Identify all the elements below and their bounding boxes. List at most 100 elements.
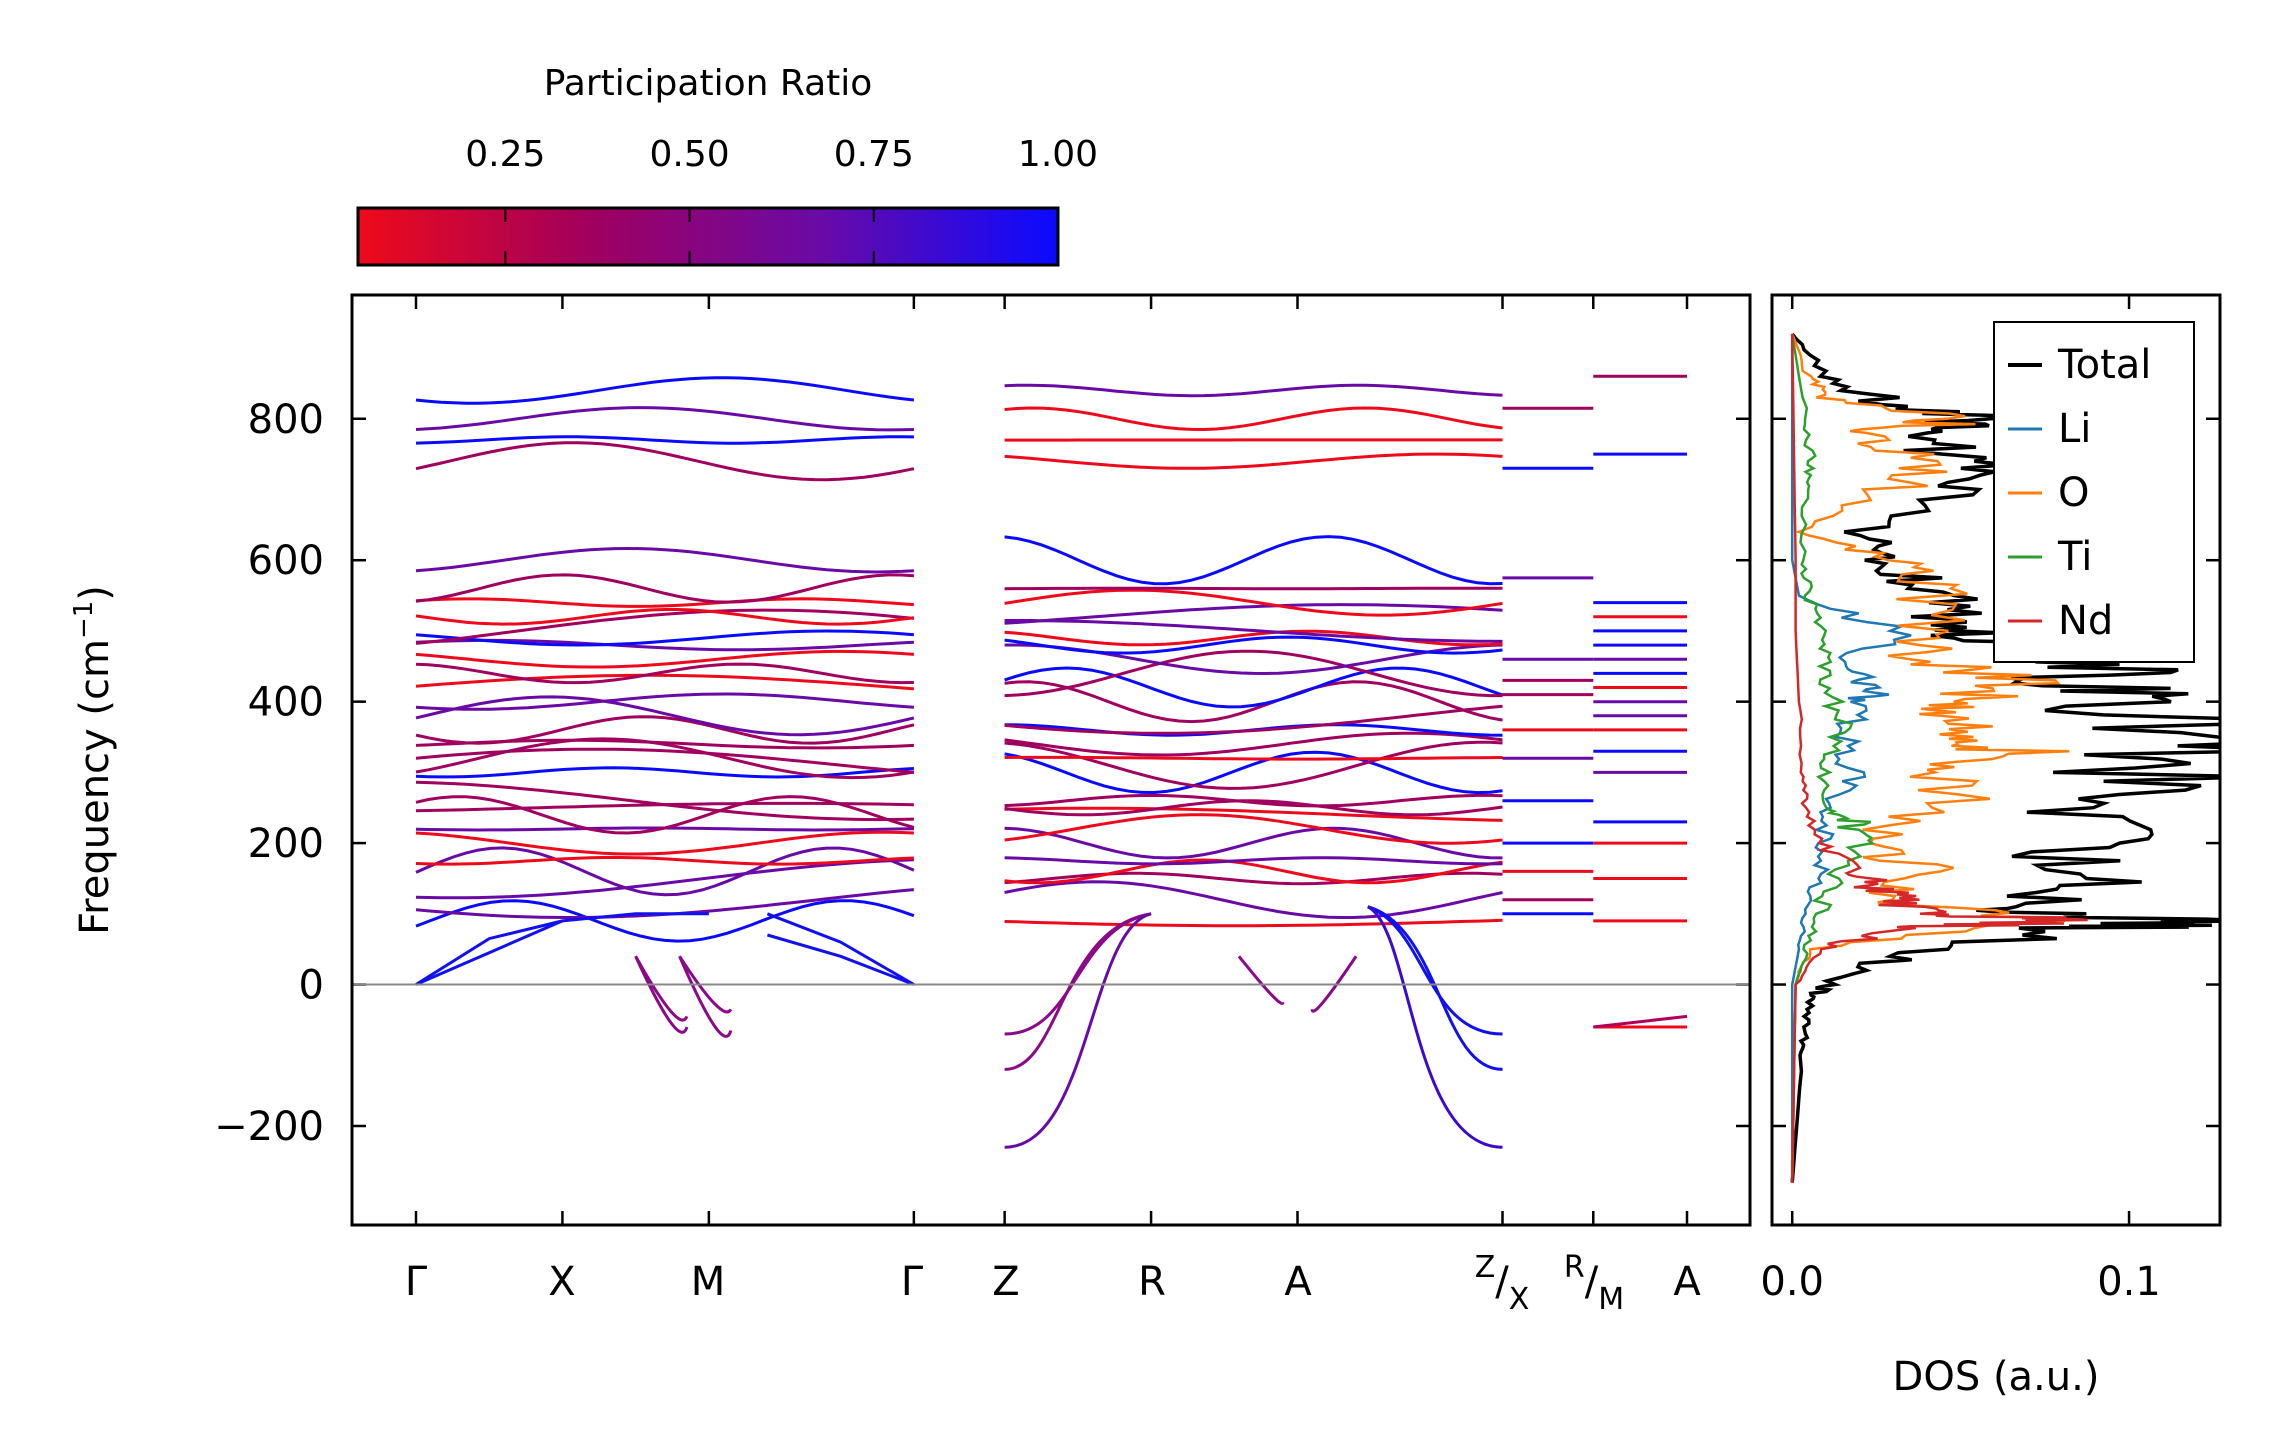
phonon-band	[1004, 755, 1503, 761]
phonon-band	[1004, 793, 1503, 808]
phonon-band	[1004, 629, 1503, 647]
phonon-band	[1004, 731, 1503, 757]
dos-curve-li	[1790, 333, 1912, 1183]
phonon-band	[415, 899, 915, 943]
phonon-band	[1004, 406, 1503, 432]
band-axes: −200 0 200 400 600 800	[214, 295, 1750, 1225]
colorbar-tick-label: 1.00	[1018, 134, 1098, 175]
phonon-band	[415, 673, 915, 691]
phonon-band	[1004, 918, 1503, 928]
phonon-band	[415, 629, 915, 647]
colorbar-title: Participation Ratio	[544, 63, 873, 104]
y-tick-label: −200	[214, 1104, 324, 1150]
phonon-band	[1004, 649, 1503, 698]
colorbar-gradient	[356, 206, 1060, 267]
phonon-band	[415, 608, 915, 626]
kpoint-label-a: A	[1284, 1259, 1312, 1305]
band-frame	[350, 293, 1752, 1227]
imaginary-mode	[1004, 912, 1152, 1036]
y-tick-label: 400	[248, 680, 324, 726]
dos-curve-ti	[1790, 333, 1876, 1183]
phonon-band	[1004, 856, 1503, 866]
dos-x-axis-title: DOS (a.u.)	[1893, 1354, 2100, 1400]
phonon-band	[415, 858, 914, 900]
imaginary-mode	[678, 955, 733, 1038]
acoustic-band	[766, 933, 915, 986]
dos-x-tick-label: 0.1	[2097, 1259, 2161, 1305]
phonon-band	[1004, 680, 1503, 724]
phonon-band	[1004, 871, 1503, 886]
y-axis-title: Frequency (cm−1)	[69, 585, 118, 935]
legend-label: Total	[2057, 342, 2151, 388]
phonon-band	[1004, 383, 1503, 398]
y-tick-label: 0	[299, 963, 324, 1009]
dos-panel: 0.0 0.1 DOS (a.u.) Total Li O Ti Nd	[1760, 293, 2222, 1400]
phonon-band	[415, 608, 915, 645]
kpoint-label-z: Z	[992, 1259, 1019, 1305]
legend-label: Ti	[2057, 534, 2092, 580]
phonon-band	[415, 795, 915, 835]
kpoint-label-x: X	[548, 1259, 575, 1305]
imaginary-mode	[1593, 1014, 1688, 1029]
colorbar: Participation Ratio 0.25 0.50 0.75 1.00	[356, 63, 1098, 267]
legend-label: O	[2058, 470, 2089, 516]
kpath-labels: Γ X M Γ Z R A Z/X R/M A	[405, 1250, 1701, 1317]
phonon-band	[1004, 635, 1503, 655]
colorbar-tick-label: 0.75	[834, 134, 914, 175]
dos-curve-o	[1790, 333, 2070, 1183]
imaginary-mode	[634, 955, 689, 1034]
dos-curve-total	[1790, 332, 2220, 1183]
band-structure-panel: −200 0 200 400 600 800 Frequency (cm−1) Γ X M…	[69, 293, 1752, 1317]
phonon-band	[415, 855, 914, 866]
phonon-band	[415, 546, 914, 574]
phonon-band	[1004, 704, 1503, 735]
imaginary-mode	[634, 955, 689, 1022]
imaginary-mode	[678, 955, 733, 1014]
phonon-band	[415, 441, 915, 482]
phonon-band	[1004, 806, 1503, 822]
phonon-band	[415, 766, 914, 779]
phonon-band	[1004, 799, 1503, 817]
kpoint-label-r-m: R/M	[1564, 1250, 1624, 1317]
phonon-band	[415, 597, 914, 608]
y-tick-label: 600	[248, 538, 324, 584]
phonon-band	[1004, 826, 1503, 860]
acoustic-band	[415, 919, 563, 986]
colorbar-tick-label: 0.50	[650, 134, 730, 175]
phonon-band	[415, 649, 915, 669]
dos-curve-nd	[1790, 333, 2088, 1183]
legend-entries: Total Li O Ti Nd	[2008, 342, 2151, 644]
phonon-band	[415, 737, 915, 780]
legend-label: Nd	[2058, 598, 2113, 644]
dos-axes: 0.0 0.1	[1760, 295, 2220, 1305]
phonon-band	[415, 573, 914, 604]
phonon-band	[415, 695, 915, 737]
kpoint-label-a-2: A	[1673, 1259, 1701, 1305]
phonon-band	[1004, 535, 1503, 586]
phonon-band	[1004, 588, 1503, 617]
phonon-band	[1004, 619, 1503, 643]
phonon-band	[1004, 880, 1503, 919]
phonon-band	[415, 780, 914, 822]
y-tick-label: 800	[248, 397, 324, 443]
legend-label: Li	[2058, 406, 2091, 452]
phonon-band	[415, 830, 914, 856]
phonon-band	[415, 406, 914, 432]
phonon-band	[415, 376, 915, 405]
phonon-band	[415, 715, 915, 745]
colorbar-ticks: 0.25 0.50 0.75 1.00	[465, 134, 1098, 265]
imaginary-mode	[1004, 912, 1152, 1071]
phonon-band	[1004, 813, 1503, 845]
imaginary-mode	[1004, 912, 1152, 1149]
dos-frame	[1770, 293, 2222, 1227]
y-tick-label: 200	[248, 821, 324, 867]
phonon-band	[1004, 603, 1503, 625]
kpoint-label-r: R	[1138, 1259, 1166, 1305]
phonon-bands	[415, 374, 1688, 1149]
phonon-band	[1004, 858, 1503, 885]
kpoint-label-z-x: Z/X	[1475, 1250, 1530, 1317]
phonon-band	[1004, 750, 1503, 795]
imaginary-mode	[1367, 905, 1503, 1149]
phonon-band	[415, 435, 914, 445]
